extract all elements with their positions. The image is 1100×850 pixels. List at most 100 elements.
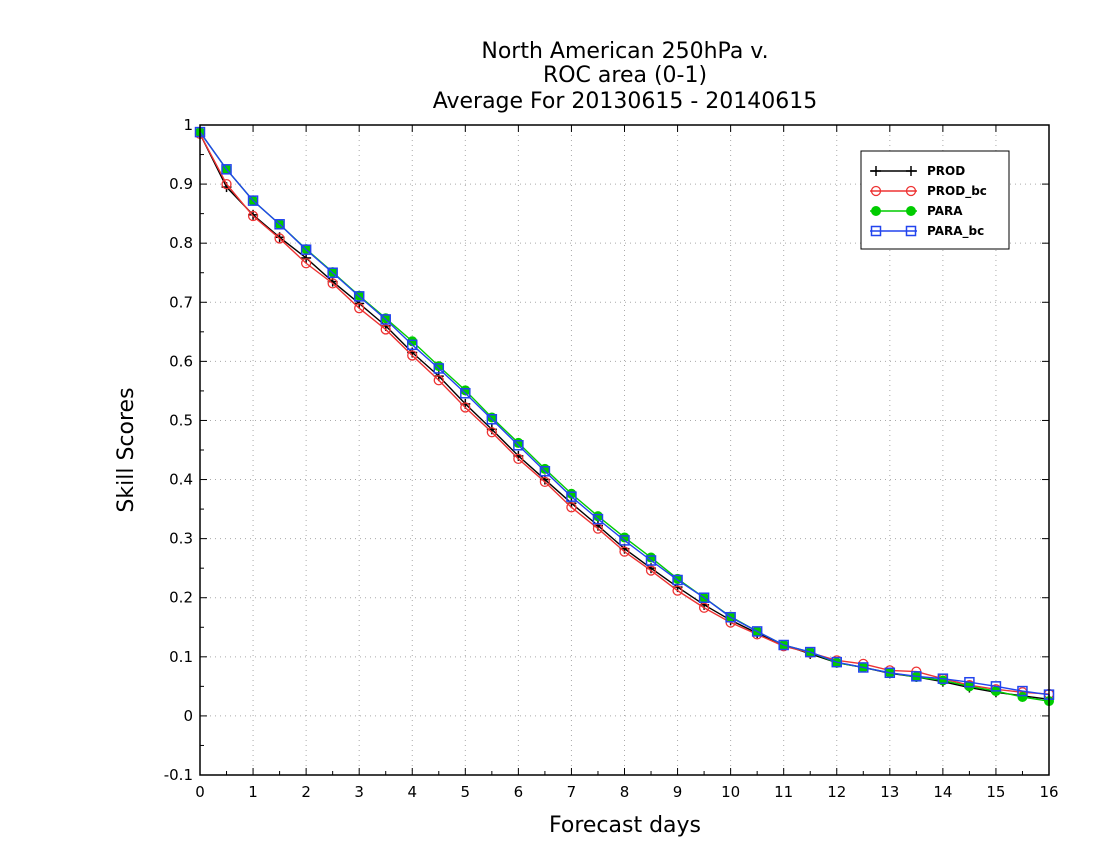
- legend-marker-prod-bc: [870, 185, 882, 197]
- legend-item-para: PARA: [870, 204, 963, 218]
- legend-marker-prod-bc: [905, 185, 917, 197]
- point-para-bc: [539, 466, 551, 477]
- y-tick-label: 0.7: [169, 293, 193, 311]
- y-tick-label: 0.9: [169, 175, 193, 193]
- y-tick-label: -0.1: [164, 766, 193, 784]
- point-para-bc: [1017, 685, 1028, 697]
- x-tick-label: 15: [986, 783, 1005, 801]
- point-para-bc: [937, 673, 949, 684]
- x-tick-label: 4: [407, 783, 417, 801]
- x-tick-label: 16: [1039, 783, 1058, 801]
- legend-label-para-bc: PARA_bc: [927, 224, 984, 239]
- point-prod-bc: [354, 303, 365, 314]
- point-para-bc: [566, 491, 577, 502]
- x-tick-label: 2: [301, 783, 311, 801]
- point-prod-bc: [274, 233, 285, 244]
- x-tick-label: 1: [248, 783, 258, 801]
- legend-label-para: PARA: [927, 204, 963, 218]
- legend-marker-para: [906, 206, 916, 216]
- legend-item-prod: PROD: [870, 164, 965, 178]
- point-para-bc: [645, 555, 657, 566]
- point-prod-bc: [619, 546, 630, 557]
- x-tick-label: 0: [195, 783, 205, 801]
- point-para-bc: [380, 314, 391, 325]
- point-para-bc: [274, 219, 285, 230]
- point-para-bc: [964, 676, 975, 688]
- x-tick-label: 11: [774, 783, 793, 801]
- x-tick-label: 6: [514, 783, 524, 801]
- x-tick-label: 5: [461, 783, 471, 801]
- point-prod-bc: [247, 210, 259, 222]
- point-prod-bc: [380, 324, 391, 335]
- x-tick-label: 7: [567, 783, 577, 801]
- y-tick-label: 1: [183, 116, 193, 134]
- legend-label-prod: PROD: [927, 164, 965, 178]
- x-tick-label: 9: [673, 783, 683, 801]
- point-para-bc: [221, 164, 232, 175]
- series-para-bc: [194, 126, 1055, 700]
- legend-marker-prod: [906, 166, 916, 176]
- point-para-bc: [990, 681, 1002, 692]
- point-para-bc: [778, 639, 789, 651]
- legend-label-prod-bc: PROD_bc: [927, 184, 987, 199]
- point-prod-bc: [672, 585, 683, 596]
- point-prod-bc: [645, 565, 657, 576]
- y-tick-label: 0: [183, 707, 193, 725]
- point-prod-bc: [407, 350, 418, 361]
- x-tick-label: 13: [880, 783, 899, 801]
- chart-title-line-1: North American 250hPa v.: [481, 39, 768, 64]
- point-prod-bc: [460, 402, 471, 413]
- x-axis-label: Forecast days: [549, 813, 701, 838]
- point-prod-bc: [433, 375, 444, 386]
- legend-marker-prod: [871, 166, 881, 176]
- y-tick-label: 0.2: [169, 589, 193, 607]
- series-line-prod-bc: [199, 133, 1050, 695]
- point-para-bc: [353, 291, 365, 302]
- y-tick-label: 0.3: [169, 530, 193, 548]
- point-para-bc: [911, 671, 922, 682]
- y-axis-label: Skill Scores: [114, 387, 139, 512]
- ticks: 0 1 2 3 4 5 6 7 8 9 10 11 12 13 14 15 16-0.100.10.20.30.…: [164, 116, 1059, 801]
- legend-marker-para-bc: [905, 225, 917, 237]
- series-line-para-bc: [199, 131, 1050, 696]
- chart-title-line-3: Average For 20130615 - 20140615: [433, 89, 818, 114]
- x-tick-label: 10: [721, 783, 740, 801]
- point-para-bc: [247, 195, 259, 206]
- point-para: [1017, 692, 1028, 702]
- point-prod-bc: [698, 602, 710, 613]
- point-para-bc: [884, 667, 896, 679]
- point-para-bc: [513, 440, 524, 451]
- point-para-bc: [831, 656, 842, 668]
- point-prod-bc: [513, 453, 524, 465]
- point-para-bc: [327, 267, 338, 278]
- point-prod-bc: [539, 476, 551, 488]
- point-prod-bc: [327, 278, 338, 289]
- point-para-bc: [804, 646, 816, 658]
- y-tick-label: 0.6: [169, 352, 193, 370]
- point-para-bc: [433, 363, 445, 374]
- point-para-bc: [672, 574, 683, 586]
- point-para-bc: [300, 244, 312, 255]
- point-para-bc: [619, 535, 630, 546]
- point-prod-bc: [300, 258, 312, 269]
- point-prod-bc: [221, 178, 232, 190]
- point-para-bc: [858, 662, 869, 673]
- legend-marker-para: [871, 206, 881, 216]
- y-tick-label: 0.8: [169, 234, 193, 252]
- legend-item-para-bc: PARA_bc: [870, 224, 984, 239]
- point-para-bc: [698, 592, 710, 603]
- y-tick-label: 0.1: [169, 648, 193, 666]
- y-tick-label: 0.5: [169, 411, 193, 429]
- point-para-bc: [486, 414, 498, 425]
- x-tick-label: 8: [620, 783, 630, 801]
- series-layer: [194, 126, 1055, 707]
- y-tick-label: 0.4: [169, 471, 193, 489]
- point-para-bc: [751, 626, 763, 637]
- x-tick-label: 12: [827, 783, 846, 801]
- point-para-bc: [460, 388, 471, 399]
- point-para-bc: [592, 513, 604, 525]
- legend-item-prod-bc: PROD_bc: [870, 184, 987, 199]
- point-para-bc: [725, 611, 736, 623]
- legend-marker-para-bc: [870, 225, 882, 237]
